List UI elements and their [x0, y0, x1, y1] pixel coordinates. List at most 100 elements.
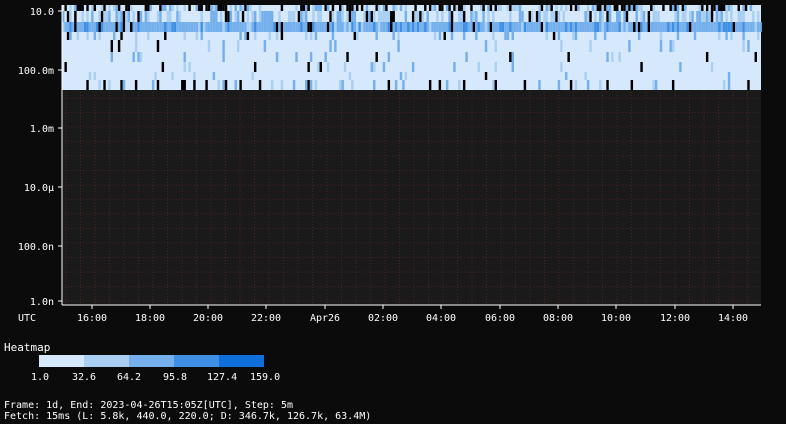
heatmap-cell — [703, 22, 706, 32]
heatmap-cell — [178, 11, 182, 22]
heatmap-cell — [681, 5, 685, 11]
heatmap-cell — [193, 22, 196, 32]
x-tick-label: 22:00 — [251, 313, 281, 324]
legend-stop-label: 64.2 — [117, 372, 142, 383]
heatmap-cell — [494, 5, 497, 11]
heatmap-cell — [516, 22, 519, 32]
heatmap-cell — [642, 11, 646, 22]
heatmap-cell — [392, 11, 395, 22]
heatmap-cell — [705, 22, 709, 32]
heatmap-cell — [635, 22, 638, 32]
y-tick-label: 10.0µ — [24, 183, 54, 194]
heatmap-cell — [492, 32, 495, 40]
heatmap-cell — [489, 22, 493, 32]
heatmap-cell — [212, 22, 216, 32]
heatmap-cell — [482, 5, 485, 11]
heatmap-cell — [219, 22, 223, 32]
heatmap-cell — [569, 22, 573, 32]
heatmap-cell — [701, 22, 704, 32]
heatmap-cell — [715, 11, 719, 22]
heatmap-cell — [523, 22, 527, 32]
legend-labels: 1.0 32.6 64.2 95.8 127.4 159.0 — [0, 372, 300, 386]
heatmap-cell — [543, 22, 546, 32]
heatmap-cell — [492, 80, 495, 90]
heatmap-cell — [375, 5, 378, 11]
heatmap-cell — [688, 22, 692, 32]
heatmap-cell — [176, 22, 179, 32]
heatmap-cell — [253, 32, 257, 40]
heatmap-cell — [207, 22, 211, 32]
heatmap-cell — [300, 11, 303, 22]
heatmap-cell — [127, 11, 131, 22]
heatmap-cell — [319, 11, 323, 22]
heatmap-cell — [722, 5, 726, 11]
heatmap-cell — [178, 22, 182, 32]
heatmap-cell — [630, 80, 634, 90]
heatmap-cell — [599, 5, 602, 11]
heatmap-cell — [130, 5, 133, 11]
heatmap-cell — [696, 22, 699, 32]
heatmap-cell — [404, 72, 408, 80]
heatmap-cell — [96, 22, 99, 32]
heatmap-cell — [735, 22, 738, 32]
heatmap-cell — [234, 22, 237, 32]
heatmap-cell — [725, 11, 728, 22]
heatmap-cell — [606, 11, 609, 22]
heatmap-cell — [635, 5, 638, 11]
heatmap-cell — [66, 32, 70, 40]
heatmap-cell — [577, 22, 580, 32]
heatmap-cell — [69, 5, 72, 11]
heatmap-cell — [484, 40, 488, 52]
legend-swatch — [219, 355, 264, 367]
heatmap-cell — [193, 72, 196, 80]
heatmap-cell — [710, 11, 714, 22]
heatmap-cell — [404, 11, 408, 22]
heatmap-cell — [428, 22, 432, 32]
heatmap-cell — [142, 22, 145, 32]
heatmap-cell — [280, 22, 284, 32]
heatmap-cell — [411, 62, 415, 72]
heatmap-cell — [307, 5, 310, 11]
heatmap-cell — [224, 22, 228, 32]
heatmap-cell — [462, 80, 466, 90]
heatmap-cell — [239, 32, 242, 40]
heatmap-cell — [275, 52, 279, 62]
heatmap-cell — [533, 22, 536, 32]
x-tick-label: 02:00 — [368, 313, 398, 324]
heatmap-cell — [229, 22, 233, 32]
heatmap-cell — [394, 22, 398, 32]
heatmap-cell — [684, 22, 687, 32]
heatmap-cell — [715, 5, 719, 11]
heatmap-cell — [499, 5, 502, 11]
heatmap-cell — [599, 11, 602, 22]
heatmap-cell — [373, 11, 376, 22]
heatmap-cell — [66, 22, 70, 32]
heatmap-cell — [86, 11, 89, 22]
heatmap-cell — [236, 22, 240, 32]
heatmap-cell — [239, 22, 242, 32]
heatmap-cell — [462, 22, 466, 32]
heatmap-cell — [183, 22, 186, 32]
heatmap-cell — [297, 11, 301, 22]
heatmap-cell — [93, 32, 97, 40]
heatmap-cell — [567, 22, 570, 32]
heatmap-cell — [139, 11, 143, 22]
heatmap-cell — [545, 32, 548, 40]
heatmap-cell — [560, 22, 563, 32]
heatmap-cell — [375, 22, 378, 32]
heatmap-cell — [210, 5, 213, 11]
x-tick-label: 08:00 — [543, 313, 573, 324]
heatmap-cell — [108, 22, 111, 32]
heatmap-cell — [662, 5, 665, 11]
heatmap-cell — [560, 40, 563, 52]
heatmap-cell — [676, 5, 680, 11]
heatmap-cell — [377, 5, 381, 11]
heatmap-cell — [83, 22, 87, 32]
heatmap-cell — [482, 11, 485, 22]
heatmap-cells — [62, 5, 762, 90]
heatmap-cell — [236, 11, 240, 22]
heatmap-cell — [557, 22, 561, 32]
heatmap-cell — [151, 80, 155, 90]
heatmap-cell — [246, 11, 250, 22]
heatmap-cell — [181, 22, 184, 32]
